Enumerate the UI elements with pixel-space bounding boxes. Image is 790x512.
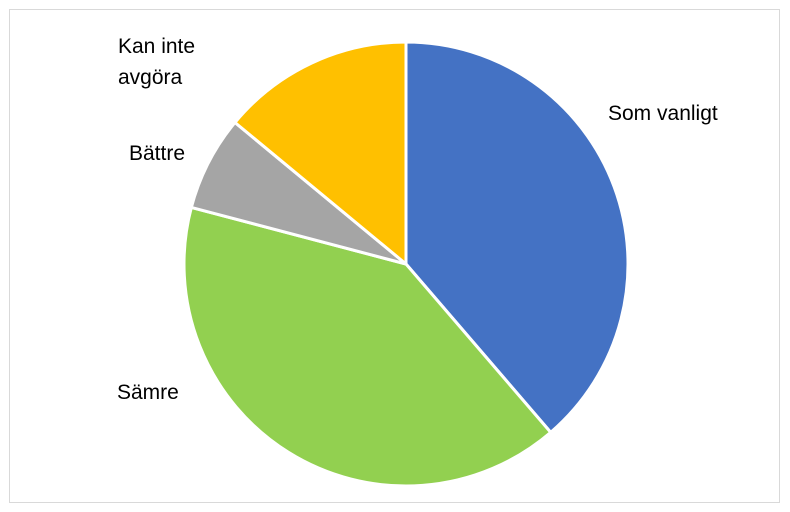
slice-label-battre: Bättre xyxy=(129,142,185,165)
slice-label-kan-inte-avgora: Kan inte avgöra xyxy=(118,35,201,89)
pie-slice-samre xyxy=(182,205,553,488)
pie-slice-kan-inte-avgora xyxy=(233,40,408,266)
pie-slice-som-vanligt xyxy=(404,40,630,434)
slice-label-som-vanligt: Som vanligt xyxy=(608,102,718,125)
pie-labels: Som vanligt Sämre Bättre Kan inte avgöra xyxy=(117,35,718,404)
slice-label-samre: Sämre xyxy=(117,381,179,404)
pie-slices xyxy=(182,40,630,488)
